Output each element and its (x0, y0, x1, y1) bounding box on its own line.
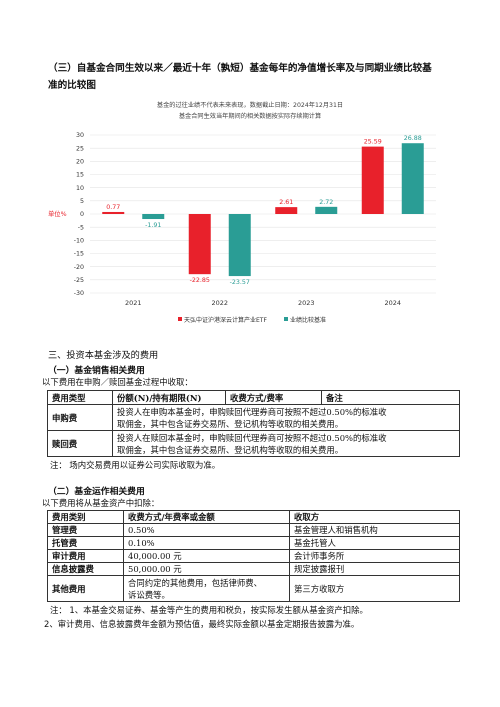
row-rate: 0.10% (123, 536, 290, 550)
y-tick-label: 0 (80, 211, 84, 218)
ops-fee-note2: 2、审计费用、信息披露费年金额为预估值，最终实际金额以基金定期报告披露为准。 (44, 619, 360, 629)
bar (142, 214, 165, 220)
y-tick-label: 25 (76, 145, 84, 152)
ops-fee-note1: 注： 1、本基金交易证券、基金等产生的费用和税负，按实际发生额从基金资产扣除。 (50, 605, 368, 615)
ops-fees-title: （二）基金运作相关费用 (48, 487, 145, 497)
data-label: -1.91 (145, 222, 161, 229)
row-payee: 基金管理人和销售机构 (289, 523, 460, 537)
bar (228, 214, 251, 277)
row-fee-type: 赎回费 (47, 430, 113, 457)
row-fee-type: 申购费 (47, 404, 113, 431)
sales-fee-note: 注： 场内交易费用以证券公司实际收取为准。 (50, 460, 221, 470)
row-desc-line2: 取佣金，其中包含证券交易所、登记机构等收取的相关费用。 (117, 418, 344, 429)
y-tick-label: 15 (76, 172, 84, 179)
table-header-row: 费用类别 收费方式/年费率或金额 收取方 (47, 510, 460, 524)
row-fee-type: 审计费用 (47, 549, 124, 563)
row-payee: 会计师事务所 (289, 549, 460, 563)
header-payee: 收取方 (289, 510, 460, 524)
table-row: 信息披露费 50,000.00 元 规定披露报刊 (47, 562, 460, 576)
legend-swatch (284, 317, 288, 321)
table-header-row: 费用类型 份额(N)/持有期限(N) 收费方式/费率 备注 (47, 390, 460, 405)
y-tick-label: -25 (74, 277, 84, 284)
table-row: 审计费用 40,000.00 元 会计师事务所 (47, 549, 460, 563)
bar (401, 143, 424, 214)
row-rate: 合同约定的其他费用，包括律师费、 诉讼费等。 (123, 575, 290, 602)
table-row: 托管费 0.10% 基金托管人 (47, 536, 460, 550)
row-payee: 规定披露报刊 (289, 562, 460, 576)
data-label: 2.61 (279, 199, 293, 206)
y-tick-label: -30 (74, 290, 84, 297)
sales-fee-table: 费用类型 份额(N)/持有期限(N) 收费方式/费率 备注 申购费 投资人在申购… (47, 390, 460, 457)
bar (102, 211, 125, 214)
header-fee-type: 费用类型 (47, 390, 113, 405)
bar (361, 146, 384, 214)
row-desc: 投资人在申购本基金时，申购赎回代理券商可按照不超过0.50%的标准收 取佣金，其… (112, 404, 460, 431)
data-label: 26.88 (404, 135, 422, 142)
row-payee: 基金托管人 (289, 536, 460, 550)
y-tick-label: -10 (74, 238, 84, 245)
table-row: 赎回费 投资人在赎回本基金时，申购赎回代理券商可按照不超过0.50%的标准收 取… (47, 430, 460, 457)
x-tick-label: 2024 (384, 299, 401, 307)
x-tick-label: 2023 (298, 299, 315, 307)
bar-chart: 30 25 20 15 10 5 0 -5 -10 -15 -20 -25 -30 单位% 0.77 -1.9… (48, 132, 436, 324)
row-rate: 0.50% (123, 523, 290, 537)
y-tick-label: 30 (76, 132, 84, 139)
row-rate: 40,000.00 元 (123, 549, 290, 563)
row-fee-type: 其他费用 (47, 575, 124, 602)
header-remark: 备注 (321, 390, 460, 405)
row-fee-type: 管理费 (47, 523, 124, 537)
y-tick-label: -20 (74, 264, 84, 271)
data-label: 25.59 (364, 139, 382, 146)
data-label: 2.72 (319, 199, 333, 206)
section-title-line2: 准的比较图 (48, 80, 96, 91)
legend-label: 业绩比较基准 (290, 316, 326, 324)
table-row: 其他费用 合同约定的其他费用，包括律师费、 诉讼费等。 第三方收取方 (47, 575, 460, 602)
y-tick-label: 10 (76, 185, 84, 192)
header-share: 份额(N)/持有期限(N) (112, 390, 226, 405)
legend-label: 天弘中证沪港深云计算产业ETF (184, 316, 267, 324)
bar (188, 214, 211, 275)
ops-fees-intro: 以下费用将从基金资产中扣除： (42, 498, 160, 508)
sales-fees-intro: 以下费用在申购／赎回基金过程中收取： (42, 377, 193, 387)
chart-notes: 基金的过往业绩不代表未来表现，数据截止日期：2024年12月31日 基金合同生效… (80, 100, 420, 120)
x-tick-label: 2021 (125, 299, 142, 307)
row-rate: 50,000.00 元 (123, 562, 290, 576)
row-fee-type: 托管费 (47, 536, 124, 550)
sales-fees-title: （一）基金销售相关费用 (48, 366, 145, 376)
header-rate: 收费方式/费率 (225, 390, 322, 405)
row-fee-type: 信息披露费 (47, 562, 124, 576)
data-label: 0.77 (106, 204, 120, 211)
row-payee: 第三方收取方 (289, 575, 460, 602)
y-tick-label: 5 (80, 198, 84, 205)
ops-fee-table: 费用类别 收费方式/年费率或金额 收取方 管理费 0.50% 基金管理人和销售机… (47, 510, 460, 602)
data-label: -22.85 (190, 277, 210, 284)
row-rate-line2: 诉讼费等。 (128, 589, 170, 600)
row-desc-line1: 投资人在赎回本基金时，申购赎回代理券商可按照不超过0.50%的标准收 (117, 432, 387, 443)
row-desc-line2: 取佣金，其中包含证券交易所、登记机构等收取的相关费用。 (117, 444, 344, 455)
fees-title: 三、投资本基金涉及的费用 (48, 350, 159, 361)
header-fee-category: 费用类别 (47, 510, 124, 524)
data-label: -23.57 (230, 279, 250, 286)
section-title: （三）自基金合同生效以来／最近十年（孰短）基金每年的净值增长率及与同期业绩比较基… (48, 60, 468, 94)
row-desc-line1: 投资人在申购本基金时，申购赎回代理券商可按照不超过0.50%的标准收 (117, 406, 387, 417)
header-rate: 收费方式/年费率或金额 (123, 510, 290, 524)
bar (275, 207, 298, 214)
x-tick-label: 2022 (211, 299, 228, 307)
bar (315, 206, 338, 214)
chart-note-line1: 基金的过往业绩不代表未来表现，数据截止日期：2024年12月31日 (156, 102, 344, 109)
table-row: 申购费 投资人在申购本基金时，申购赎回代理券商可按照不超过0.50%的标准收 取… (47, 404, 460, 431)
legend-swatch (178, 317, 182, 321)
chart-note-line2: 基金合同生效当年期间的相关数据按实际存续期计算 (178, 113, 322, 120)
row-rate-line1: 合同约定的其他费用，包括律师费、 (128, 577, 262, 588)
section-title-line1: （三）自基金合同生效以来／最近十年（孰短）基金每年的净值增长率及与同期业绩比较基 (48, 63, 432, 74)
y-axis-label: 单位% (48, 209, 67, 218)
row-desc: 投资人在赎回本基金时，申购赎回代理券商可按照不超过0.50%的标准收 取佣金，其… (112, 430, 460, 457)
y-tick-label: -15 (74, 251, 84, 258)
y-tick-label: 20 (76, 159, 84, 166)
y-tick-label: -5 (78, 224, 84, 231)
table-row: 管理费 0.50% 基金管理人和销售机构 (47, 523, 460, 537)
